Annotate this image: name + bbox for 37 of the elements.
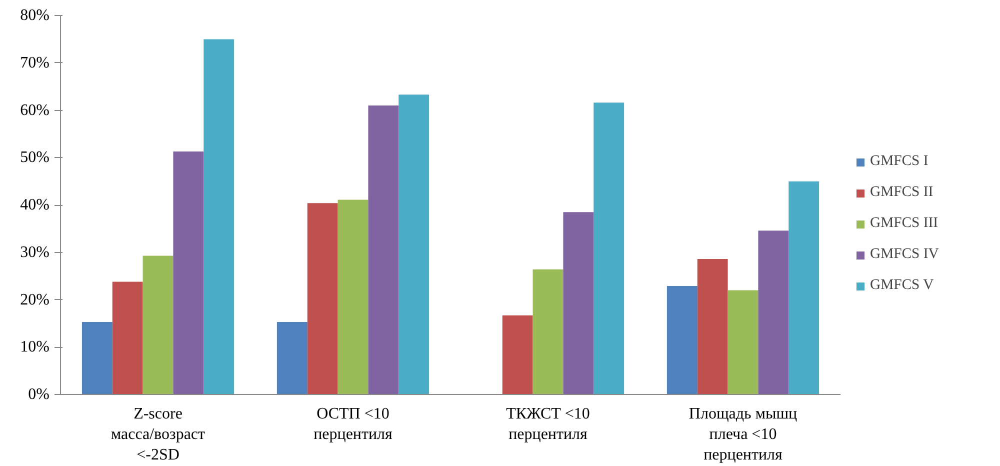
y-tick-label: 30% [20,244,50,261]
bar [594,102,624,394]
bar [788,181,820,394]
bar [368,106,399,394]
legend-label: GMFCS IV [870,246,939,263]
bar [112,282,143,394]
bar [666,286,698,394]
legend-label: GMFCS V [870,277,934,294]
x-tick-label: ТКЖСТ <10 перцентиля [506,406,590,443]
bar [276,322,308,394]
bar [758,230,789,394]
y-tick-label: 50% [20,149,50,166]
y-tick-label: 60% [20,102,50,119]
y-tick-label: 20% [20,291,50,308]
y-tick-label: 80% [20,7,50,24]
y-tick-label: 0% [28,386,50,403]
legend-label: GMFCS III [870,215,938,232]
bar [204,39,234,394]
bar [142,256,174,394]
bar [307,203,338,394]
bar [728,290,758,394]
bar [563,212,594,394]
bar [82,322,112,394]
bar [173,151,204,394]
y-tick-label: 10% [20,338,50,356]
y-tick-label: 70% [20,54,50,72]
bar [697,259,728,394]
legend-label: GMFCS II [870,184,934,201]
legend-label: GMFCS I [870,153,928,170]
x-tick-label: ОСТП <10 перцентиля [314,406,394,443]
x-tick-label: Площадь мышц плеча <10 перцентиля [688,406,798,464]
bar [398,94,430,394]
x-tick-label: Z-score масса/возраст <-2SD [110,406,206,464]
bar [338,200,368,394]
bar [532,269,564,394]
bar [502,315,533,394]
y-tick-label: 40% [20,196,50,214]
